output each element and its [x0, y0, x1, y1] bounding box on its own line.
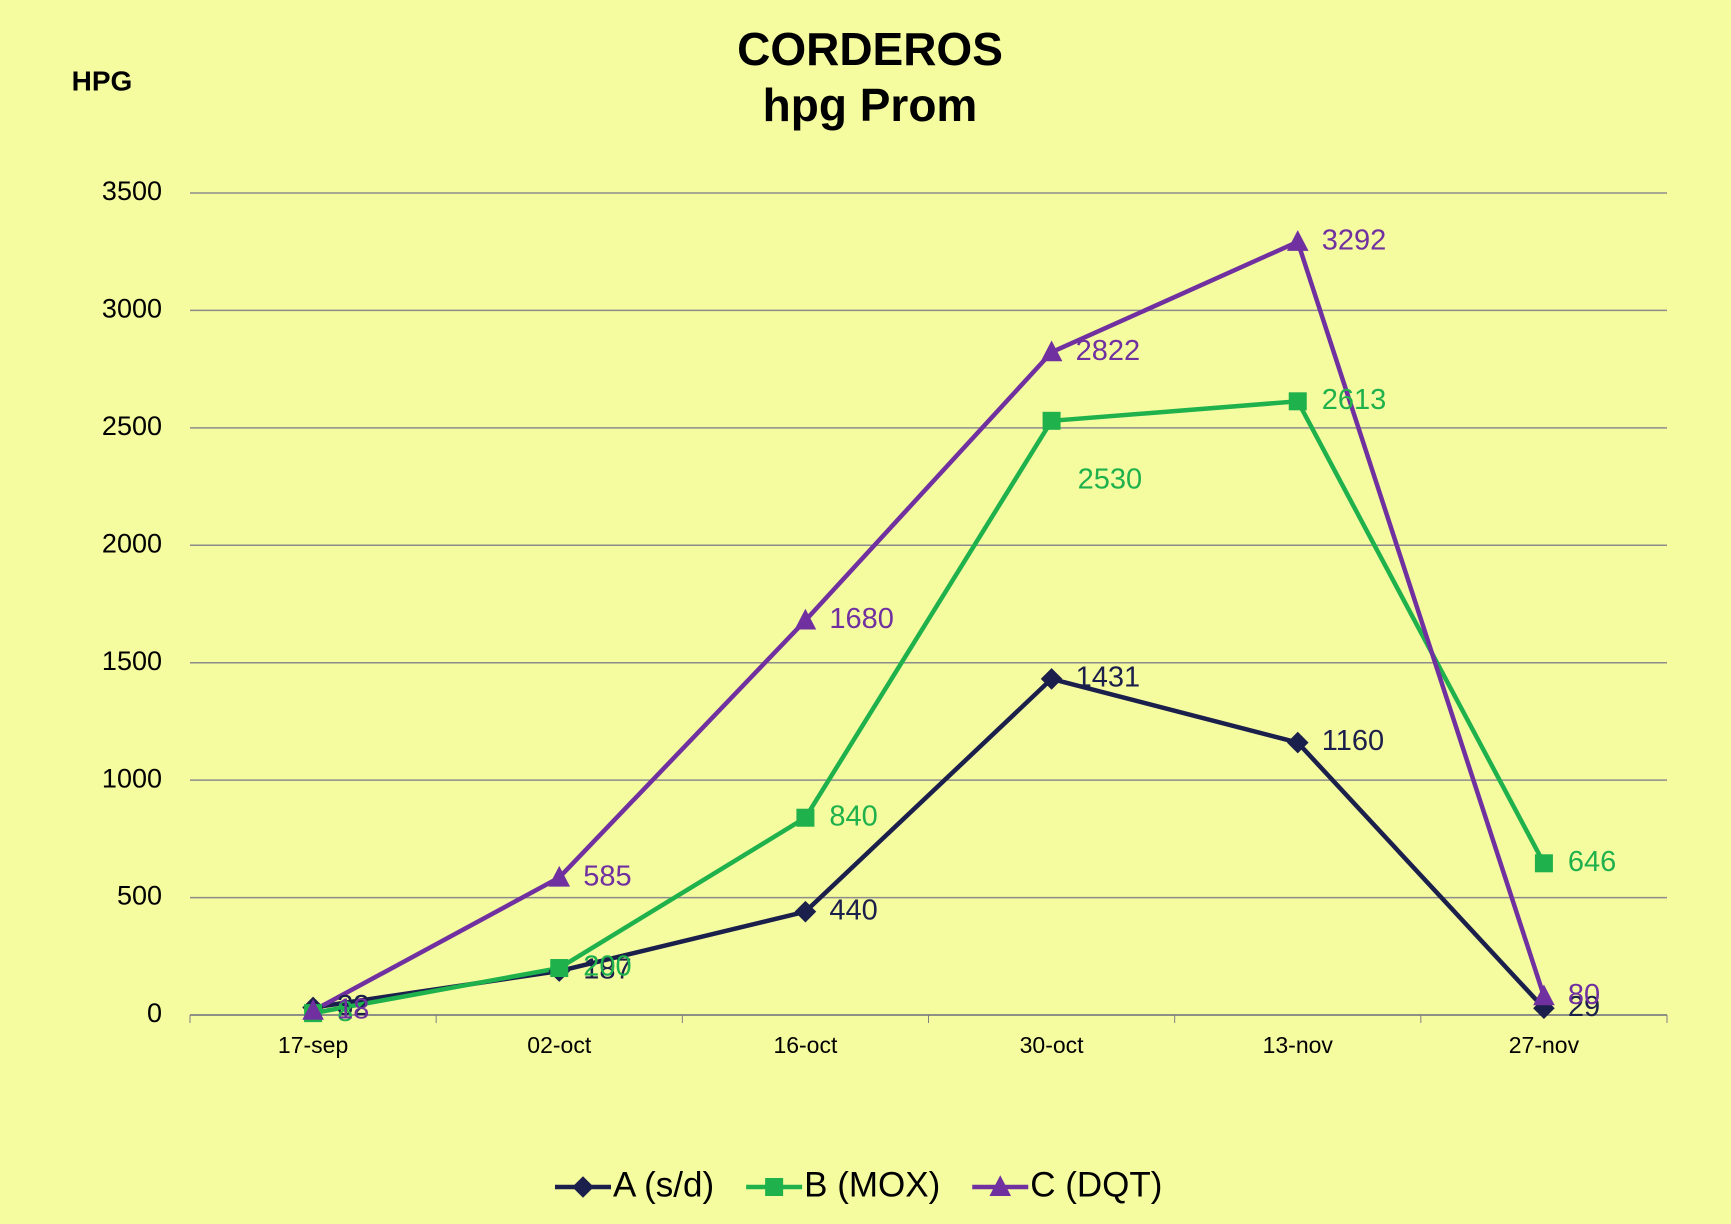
- data-point: [1533, 984, 1555, 1006]
- legend-label: A (s/d): [613, 1165, 714, 1204]
- data-point: [1286, 230, 1309, 251]
- data-label: 840: [829, 800, 877, 832]
- x-tick-label: 27-nov: [1509, 1032, 1580, 1058]
- y-tick-label: 0: [147, 998, 162, 1028]
- legend-label: B (MOX): [804, 1165, 940, 1204]
- data-label: 646: [1568, 846, 1616, 878]
- data-label: 2822: [1076, 335, 1141, 367]
- data-label: 8: [337, 996, 353, 1028]
- y-tick-label: 1500: [102, 646, 162, 676]
- data-label: 2613: [1322, 384, 1387, 416]
- data-label: 585: [583, 860, 631, 892]
- data-point: [796, 808, 815, 827]
- data-label: 1680: [829, 603, 894, 635]
- data-label: 1160: [1322, 725, 1384, 757]
- data-label: 3292: [1322, 225, 1387, 257]
- data-point: [548, 865, 571, 887]
- data-point: [1534, 854, 1553, 873]
- data-label: 440: [829, 894, 877, 926]
- data-point: [1040, 340, 1063, 362]
- y-tick-label: 2000: [102, 528, 162, 558]
- y-tick-label: 3000: [102, 294, 162, 324]
- x-tick-label: 30-oct: [1020, 1032, 1085, 1058]
- data-label: 80: [1568, 979, 1600, 1011]
- x-tick-label: 13-nov: [1263, 1032, 1334, 1058]
- data-point: [1288, 392, 1307, 411]
- data-point: [1040, 668, 1063, 690]
- y-axis-label: HPG: [72, 65, 133, 96]
- data-label: 1431: [1076, 662, 1141, 694]
- data-label: 29: [1568, 991, 1600, 1023]
- legend-label: C (DQT): [1030, 1165, 1162, 1204]
- x-tick-label: 17-sep: [278, 1032, 348, 1058]
- data-point: [794, 900, 817, 923]
- x-tick-label: 02-oct: [527, 1032, 592, 1058]
- y-tick-label: 1000: [102, 763, 162, 793]
- data-label: 18: [337, 993, 369, 1025]
- data-label: 2530: [1078, 463, 1143, 495]
- chart-title: CORDEROS: [737, 23, 1003, 75]
- data-point: [302, 999, 324, 1020]
- data-point: [1286, 731, 1309, 754]
- x-tick-label: 16-oct: [773, 1032, 838, 1058]
- y-tick-label: 2500: [102, 411, 162, 441]
- data-label: 32: [337, 990, 369, 1022]
- chart-subtitle: hpg Prom: [763, 79, 978, 131]
- legend-marker: [572, 1176, 594, 1198]
- data-point: [794, 608, 817, 630]
- legend-marker: [765, 1178, 784, 1196]
- series-line: [312, 239, 1547, 1013]
- series-line: [312, 399, 1546, 1016]
- legend-marker: [989, 1175, 1012, 1196]
- y-tick-label: 500: [117, 881, 162, 911]
- data-point: [1042, 411, 1061, 430]
- data-label: 200: [583, 951, 631, 983]
- y-tick-label: 3500: [102, 176, 162, 206]
- data-point: [550, 959, 569, 978]
- data-label: 187: [583, 954, 631, 986]
